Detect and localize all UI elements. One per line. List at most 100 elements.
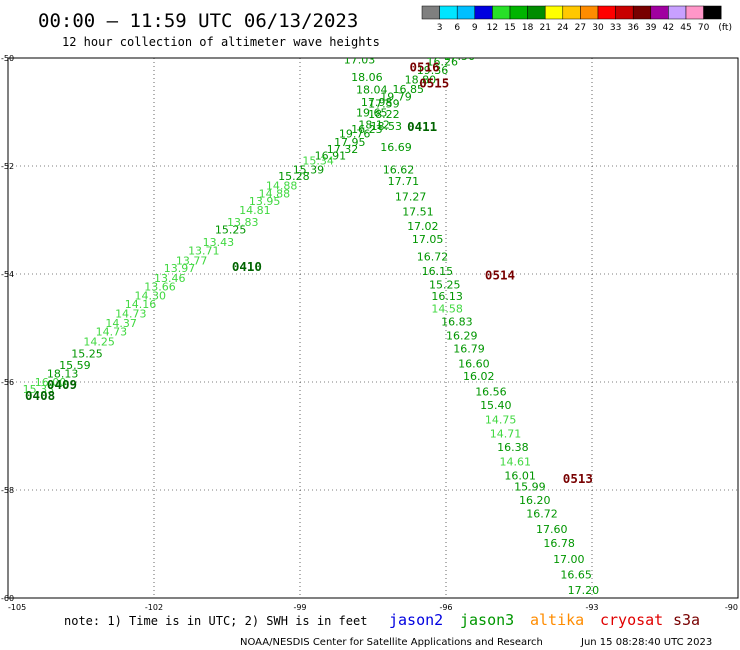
- swh-value-label: 14.16: [125, 298, 157, 311]
- swh-value-label: 16.00: [35, 376, 66, 389]
- colorbar-tick-label: 9: [472, 23, 478, 33]
- swh-value-label: 16.26: [427, 55, 459, 68]
- footer-note: note: 1) Time is in UTC; 2) SWH is in fe…: [64, 614, 367, 628]
- swh-value-label: 16.56: [475, 385, 507, 398]
- footer-credit: NOAA/NESDIS Center for Satellite Applica…: [240, 637, 543, 648]
- swh-value-label: 13.97: [164, 262, 196, 275]
- swh-value-label: 19.79: [380, 90, 412, 103]
- colorbar-tick-label: 21: [539, 23, 550, 33]
- y-tick-label: -58: [1, 486, 14, 495]
- y-tick-label: -50: [1, 54, 14, 63]
- colorbar-swatch: [509, 5, 528, 20]
- swh-value-label: 16.79: [453, 343, 485, 356]
- page-title: 00:00 – 11:59 UTC 06/13/2023: [38, 10, 358, 32]
- swh-value-label: 18.12: [358, 119, 390, 132]
- swh-value-label: 18.06: [351, 71, 383, 84]
- colorbar-tick-label: 12: [487, 23, 498, 33]
- y-tick-label: -60: [1, 594, 14, 603]
- swh-value-label: 18.04: [356, 83, 388, 96]
- colorbar-tick-label: 27: [575, 23, 586, 33]
- x-tick-label: -99: [293, 603, 306, 612]
- swh-value-label: 14.88: [259, 188, 291, 201]
- swh-value-label: 14.73: [115, 308, 147, 321]
- swh-value-label: 19.36: [417, 64, 449, 77]
- swh-value-label: 16.01: [504, 470, 536, 483]
- footer-timestamp: Jun 15 08:28:40 UTC 2023: [580, 637, 712, 648]
- swh-value-label: 16.29: [446, 330, 478, 343]
- colorbar-swatch: [615, 5, 634, 20]
- swh-value-label: 15.25: [429, 278, 461, 291]
- colorbar-swatch: [650, 5, 669, 20]
- pass-time-label: 0410: [232, 259, 262, 274]
- swh-value-label: 17.02: [407, 220, 439, 233]
- swh-value-label: 16.13: [431, 290, 463, 303]
- swh-value-label: 17.03: [344, 54, 376, 67]
- colorbar-swatch: [703, 5, 722, 20]
- legend-cryosat: cryosat: [600, 611, 663, 629]
- swh-value-label: 17.05: [412, 233, 444, 246]
- swh-value-label: 13.43: [203, 236, 235, 249]
- y-tick-label: -56: [1, 378, 14, 387]
- swh-value-label: 16.23: [351, 123, 383, 136]
- colorbar-swatch: [456, 5, 476, 20]
- colorbar-tick-label: 15: [504, 23, 515, 33]
- swh-value-label: 16.38: [497, 441, 528, 454]
- y-tick-label: -52: [1, 162, 14, 171]
- swh-value-label: 15.59: [59, 359, 91, 372]
- colorbar-swatch: [668, 5, 687, 20]
- swh-value-label: 18.22: [368, 108, 400, 121]
- swh-value-label: 18.80: [405, 74, 437, 87]
- legend-jason3: jason3: [460, 611, 514, 629]
- swh-value-label: 14.75: [485, 413, 517, 426]
- swh-value-label: 16.02: [463, 370, 495, 383]
- swh-value-label: 14.61: [500, 455, 532, 468]
- swh-value-label: 16.78: [543, 537, 575, 550]
- swh-value-label: 17.00: [553, 553, 585, 566]
- pass-time-label: 0516: [410, 60, 440, 75]
- colorbar-swatch: [562, 5, 581, 20]
- colorbar-swatch: [544, 5, 564, 20]
- swh-value-label: 17.71: [388, 175, 420, 188]
- swh-value-label: 17.27: [395, 190, 427, 203]
- legend-jason2: jason2: [389, 611, 443, 629]
- swh-value-label: 17.92: [458, 43, 490, 56]
- swh-value-label: 17.95: [334, 136, 366, 149]
- swh-value-label: 16.85: [392, 83, 424, 96]
- swh-value-label: 16.60: [458, 358, 490, 371]
- swh-value-label: 16.72: [526, 507, 558, 520]
- y-tick-labels: -50 -52 -54 -56 -58 -60: [1, 54, 14, 603]
- colorbar-swatch: [632, 5, 652, 20]
- wave-height-labels: 15.3316.0018.1315.5915.2514.2514.7314.37…: [23, 43, 600, 597]
- x-tick-label: -102: [145, 603, 163, 612]
- swh-value-label: 15.33: [23, 383, 54, 396]
- colorbar-tick-label: 36: [627, 23, 639, 33]
- x-tick-label: -93: [585, 603, 598, 612]
- swh-value-label: 16.65: [560, 568, 592, 581]
- swh-value-label: 17.20: [568, 584, 600, 597]
- plot-frame: [7, 57, 739, 599]
- pass-time-label: 0408: [25, 388, 55, 403]
- page-subtitle: 12 hour collection of altimeter wave hei…: [62, 35, 380, 49]
- pass-time-label: 0411: [407, 119, 437, 134]
- colorbar-tick-label: 70: [698, 23, 710, 33]
- swh-value-label: 17.56: [444, 50, 476, 63]
- swh-value-label: 16.72: [417, 250, 449, 263]
- pass-time-label: 0513: [563, 471, 593, 486]
- colorbar-swatch: [492, 5, 511, 20]
- swh-value-label: 14.37: [105, 317, 137, 330]
- swh-value-label: 14.30: [135, 290, 167, 303]
- footer: note: 1) Time is in UTC; 2) SWH is in fe…: [64, 611, 712, 648]
- pass-time-label: 0514: [485, 268, 515, 283]
- colorbar-tick-label: 45: [680, 23, 691, 33]
- swh-value-label: 14.71: [490, 427, 522, 440]
- colorbar-tick-label: 33: [610, 23, 621, 33]
- colorbar-swatch: [439, 5, 458, 20]
- swh-value-label: 16.20: [519, 494, 551, 507]
- swh-value-label: 17.32: [327, 143, 359, 156]
- swh-value-label: 16.83: [441, 316, 473, 329]
- grid-lines: [8, 58, 738, 598]
- swh-value-label: 14.88: [266, 180, 298, 193]
- colorbar-tick-label: 3: [437, 23, 443, 33]
- swh-value-label: 15.25: [71, 347, 103, 360]
